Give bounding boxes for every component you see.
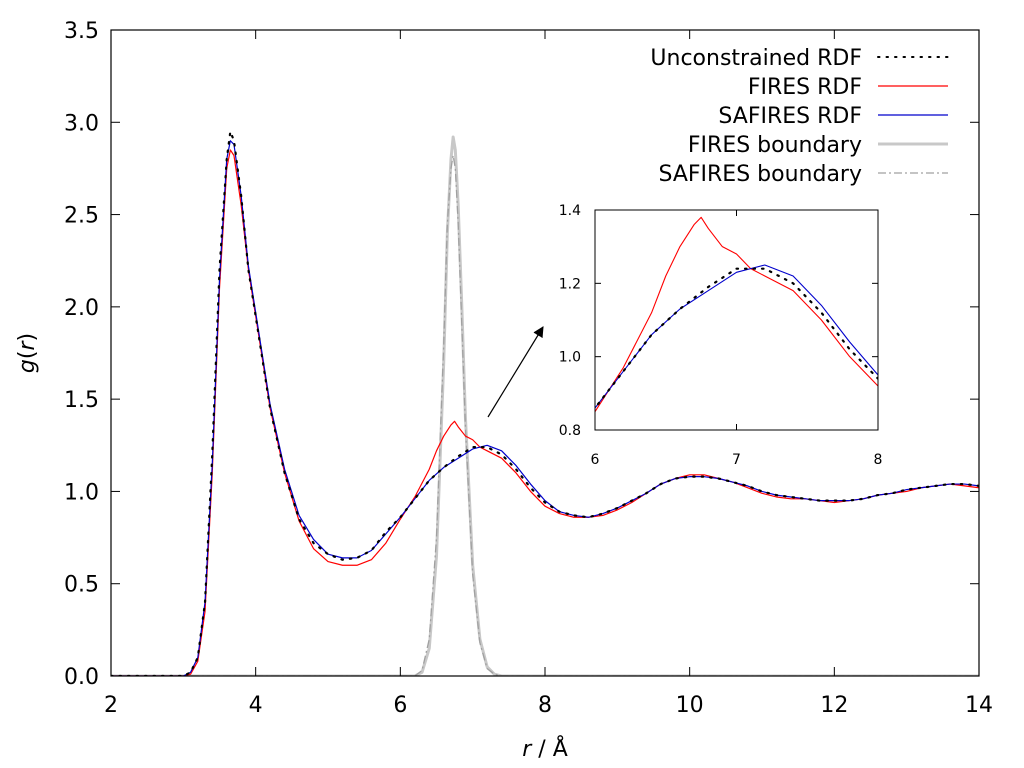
- inset-y-tick-label: 1.0: [559, 350, 581, 366]
- y-axis-label-close: ): [15, 333, 40, 342]
- inset-y-tick-label: 1.2: [559, 276, 581, 292]
- y-axis-label-var: g: [15, 359, 40, 373]
- inset-y-tick-label: 0.8: [559, 423, 581, 439]
- series-line-fires-boundary: [111, 135, 979, 676]
- inset-series-line-safires: [595, 264, 878, 409]
- legend-label-fires-boundary: FIRES boundary: [688, 133, 862, 158]
- inset-series-layer: [595, 216, 878, 413]
- inset-y-tick-label: 1.4: [559, 203, 581, 219]
- inset-series-line-fires: [595, 216, 878, 413]
- y-axis-label-arg: r: [15, 340, 40, 351]
- y-tick-label: 1.5: [64, 388, 99, 413]
- inset-x-tick-label: 6: [591, 452, 600, 468]
- zoom-arrow: [487, 326, 544, 418]
- legend-label-unconstrained: Unconstrained RDF: [650, 46, 862, 71]
- y-tick-label: 1.0: [64, 480, 99, 505]
- y-tick-label: 0.5: [64, 573, 99, 598]
- legend-item-fires-boundary: FIRES boundary: [688, 133, 948, 158]
- y-tick-label: 2.0: [64, 296, 99, 321]
- x-tick-label: 14: [965, 693, 993, 718]
- main-series-layer: [111, 130, 979, 676]
- inset-axis-ticks: 6 7 8 0.8 1.0 1.2 1.4: [559, 203, 883, 468]
- legend-item-unconstrained: Unconstrained RDF: [650, 46, 949, 71]
- inset-background: [595, 210, 878, 430]
- legend-label-safires: SAFIRES RDF: [718, 104, 862, 129]
- x-axis-label: r / Å: [522, 735, 568, 762]
- inset-x-tick-label: 8: [874, 452, 883, 468]
- y-tick-label: 3.0: [64, 111, 99, 136]
- main-axis-ticks: 2 4 6 8 10 12 14 0.0 0.5 1.0 1.5 2.0 2.5 3.0 3.5: [64, 19, 993, 718]
- series-line-safires-boundary: [111, 154, 979, 676]
- x-tick-label: 8: [538, 693, 552, 718]
- inset-x-tick-label: 7: [732, 452, 741, 468]
- legend-item-safires: SAFIRES RDF: [718, 104, 948, 129]
- y-tick-label: 2.5: [64, 204, 99, 229]
- legend-item-fires: FIRES RDF: [748, 75, 948, 100]
- x-tick-label: 10: [676, 693, 704, 718]
- legend: Unconstrained RDF FIRES RDF SAFIRES RDF …: [650, 46, 949, 187]
- x-tick-label: 6: [393, 693, 407, 718]
- y-tick-label: 0.0: [64, 665, 99, 690]
- x-axis-label-unit: / Å: [531, 735, 567, 762]
- x-tick-label: 12: [820, 693, 848, 718]
- y-axis-label-open: (: [15, 351, 40, 360]
- legend-label-fires: FIRES RDF: [748, 75, 862, 100]
- x-axis-label-var: r: [522, 737, 533, 762]
- y-axis-label: g(r): [15, 333, 40, 373]
- legend-item-safires-boundary: SAFIRES boundary: [658, 162, 948, 187]
- series-line-unconstrained: [111, 130, 979, 676]
- x-tick-label: 2: [104, 693, 118, 718]
- legend-label-safires-boundary: SAFIRES boundary: [658, 162, 862, 187]
- y-tick-label: 3.5: [64, 19, 99, 44]
- x-tick-label: 4: [249, 693, 263, 718]
